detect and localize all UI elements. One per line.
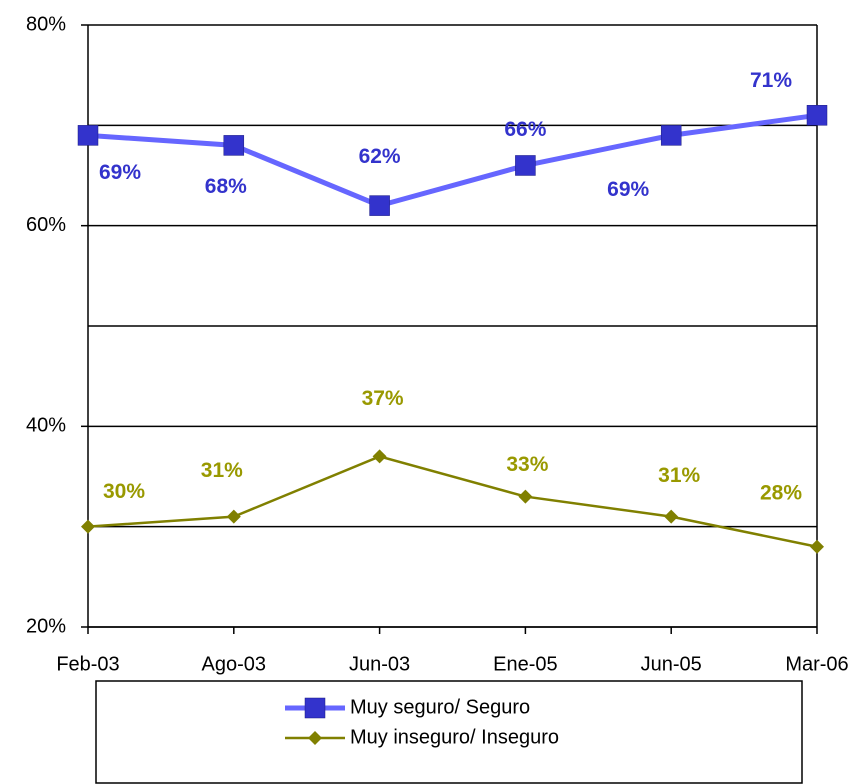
value-label: 69% [607,178,649,201]
point [660,125,682,146]
point [372,449,387,464]
point [810,539,824,554]
value-label: 66% [504,118,546,141]
value-label: 33% [506,453,548,476]
point [226,509,241,524]
x-tick-label: Mar-06 [785,653,848,675]
y-tick-label: 80% [26,13,66,35]
point [664,509,679,524]
point [515,155,536,176]
x-tick-label: Ene-05 [493,653,558,675]
value-label: 31% [201,459,243,482]
y-tick-label: 20% [26,615,66,637]
value-label: 62% [359,145,401,168]
series-line [87,455,818,548]
legend-box [95,680,803,784]
point [81,519,95,534]
y-tick-label: 60% [26,214,66,236]
point [518,489,533,504]
legend-label: Muy seguro/ Seguro [350,696,530,718]
x-tick-label: Ago-03 [202,653,267,675]
legend-marker [308,731,322,745]
value-label: 71% [750,69,792,92]
value-label: 37% [362,387,404,410]
legend-label: Muy inseguro/ Inseguro [350,726,559,748]
x-tick-label: Feb-03 [56,653,119,675]
x-tick-label: Jun-05 [641,653,702,675]
y-tick-label: 40% [26,415,66,437]
legend-marker [304,697,326,719]
x-tick-label: Jun-03 [349,653,410,675]
value-label: 68% [205,175,247,198]
point [369,195,390,216]
value-label: 31% [658,464,700,487]
point [77,125,99,146]
value-label: 30% [103,480,145,503]
point [223,135,245,156]
point [806,105,828,126]
series-line [87,112,818,209]
value-label: 28% [760,481,802,504]
value-label: 69% [99,161,141,184]
